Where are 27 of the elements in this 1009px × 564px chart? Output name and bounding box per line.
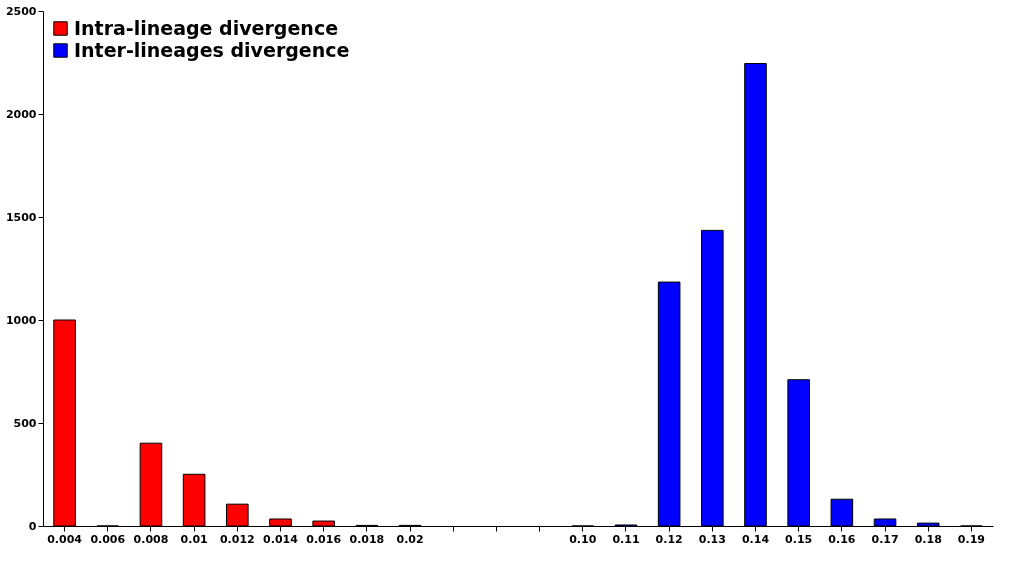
x-tick-label: 0.19 [957,532,985,546]
x-tick-label: 0.018 [349,532,385,546]
y-tick-label: 1500 [5,210,37,224]
x-tick-label: 0.14 [741,532,770,546]
x-tick-label: 0.01 [180,532,208,546]
y-tick-label: 0 [28,519,37,533]
legend-label: Intra-lineage divergence [74,16,339,39]
x-tick-label: 0.016 [306,532,342,546]
x-tick-label: 0.10 [569,532,597,546]
y-tick-label: 1000 [5,313,37,327]
y-tick-label: 2500 [5,4,37,18]
y-tick-label: 2000 [5,107,37,121]
x-tick-label: 0.006 [90,532,126,546]
y-tick-label: 500 [13,416,37,430]
x-tick-label: 0.15 [785,532,813,546]
x-tick-label: 0.18 [914,532,942,546]
x-tick-label: 0.17 [871,532,899,546]
x-tick-label: 0.13 [698,532,726,546]
x-tick-label: 0.004 [47,532,83,546]
x-tick-label: 0.02 [396,532,424,546]
x-tick-label: 0.012 [219,532,255,546]
legend-label: Inter-lineages divergence [74,38,350,61]
x-tick-label: 0.008 [133,532,169,546]
x-tick-label: 0.014 [263,532,299,546]
x-tick-label: 0.12 [655,532,683,546]
x-tick-label: 0.16 [828,532,856,546]
x-tick-label: 0.11 [612,532,640,546]
